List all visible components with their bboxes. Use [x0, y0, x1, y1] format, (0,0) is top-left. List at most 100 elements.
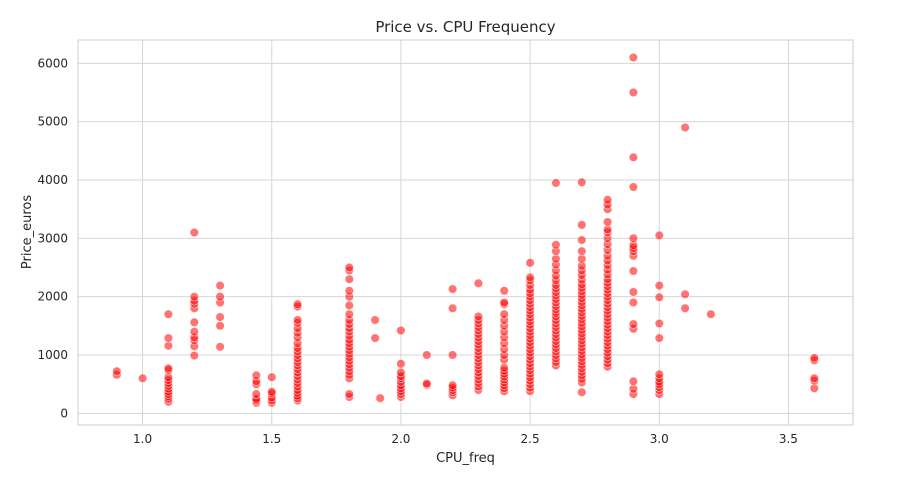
data-point: [163, 309, 173, 319]
y-axis-label: Price_euros: [20, 195, 35, 269]
data-point: [551, 178, 561, 188]
y-tick-labels: 0 1000 2000 3000 4000 5000 6000: [37, 56, 68, 420]
x-tick-label: 3.0: [650, 432, 669, 446]
data-point: [628, 152, 639, 162]
plot-frame: [77, 39, 854, 426]
data-point: [448, 284, 458, 294]
data-point: [628, 87, 639, 98]
data-point: [654, 281, 664, 291]
data-point: [628, 287, 639, 297]
x-gridlines: [142, 40, 789, 425]
x-tick-label: 3.5: [779, 432, 798, 446]
data-point: [577, 177, 587, 187]
data-point: [602, 195, 613, 205]
data-point: [344, 286, 354, 296]
data-point: [577, 387, 587, 397]
data-point: [344, 274, 354, 284]
data-point: [370, 315, 380, 325]
data-point: [473, 278, 484, 288]
x-tick-label: 2.0: [391, 432, 410, 446]
data-point: [163, 363, 173, 374]
data-point: [499, 309, 509, 319]
y-tick-label: 4000: [37, 173, 68, 187]
data-point: [706, 309, 716, 319]
data-point: [680, 289, 690, 299]
data-point: [499, 363, 509, 373]
y-tick-label: 5000: [37, 115, 68, 129]
data-point: [267, 387, 277, 397]
data-point: [499, 297, 509, 308]
data-point: [344, 309, 354, 319]
data-point: [809, 353, 819, 363]
data-point: [628, 319, 639, 329]
data-point: [189, 227, 199, 238]
data-point: [396, 359, 406, 369]
data-point: [215, 312, 225, 322]
y-tick-label: 1000: [37, 348, 68, 362]
x-tick-label: 1.0: [133, 432, 152, 446]
data-point: [499, 286, 509, 296]
data-point: [809, 373, 819, 383]
data-point: [448, 380, 458, 390]
data-point: [251, 389, 261, 399]
plot-area: [78, 40, 853, 425]
data-point: [112, 366, 122, 376]
data-point: [628, 182, 639, 192]
y-tick-label: 2000: [37, 290, 68, 304]
data-point: [189, 292, 199, 302]
x-tick-labels: 1.0 1.5 2.0 2.5 3.0 3.5: [133, 432, 798, 446]
data-point: [189, 327, 199, 337]
data-point: [267, 372, 277, 382]
data-point: [138, 373, 148, 383]
chart-title: Price vs. CPU Frequency: [375, 18, 555, 36]
data-point: [293, 299, 303, 309]
y-gridlines: [78, 62, 853, 414]
data-point: [215, 281, 225, 291]
data-point: [525, 258, 535, 268]
data-point: [551, 240, 561, 250]
data-point: [602, 217, 613, 227]
data-points: [112, 52, 819, 408]
data-point: [215, 292, 225, 302]
data-point: [189, 317, 199, 327]
data-point: [628, 297, 639, 308]
data-point: [628, 376, 639, 386]
data-point: [473, 311, 484, 322]
data-point: [251, 370, 261, 381]
x-tick-label: 2.5: [521, 432, 540, 446]
data-point: [577, 235, 587, 245]
data-point: [525, 272, 535, 283]
data-point: [654, 230, 664, 240]
data-point: [654, 333, 664, 343]
y-tick-label: 0: [60, 406, 68, 420]
data-point: [370, 333, 380, 343]
data-point: [189, 351, 199, 361]
data-point: [680, 303, 690, 313]
data-point: [396, 367, 406, 378]
data-point: [654, 292, 664, 302]
data-point: [396, 325, 406, 336]
data-point: [422, 350, 432, 360]
data-point: [293, 315, 303, 325]
data-point: [448, 350, 458, 360]
data-point: [628, 52, 639, 63]
data-point: [344, 389, 354, 399]
x-tick-label: 1.5: [262, 432, 281, 446]
data-point: [680, 122, 690, 133]
data-point: [215, 321, 225, 331]
data-point: [577, 220, 587, 230]
y-tick-label: 3000: [37, 231, 68, 245]
data-point: [344, 262, 354, 273]
data-point: [163, 333, 173, 343]
data-point: [422, 379, 432, 389]
x-axis-label: CPU_freq: [436, 451, 495, 466]
data-point: [215, 342, 225, 352]
data-point: [344, 300, 354, 311]
data-point: [577, 246, 587, 256]
data-point: [375, 393, 385, 403]
y-tick-label: 6000: [37, 56, 68, 70]
data-point: [448, 303, 458, 313]
data-point: [628, 233, 639, 243]
